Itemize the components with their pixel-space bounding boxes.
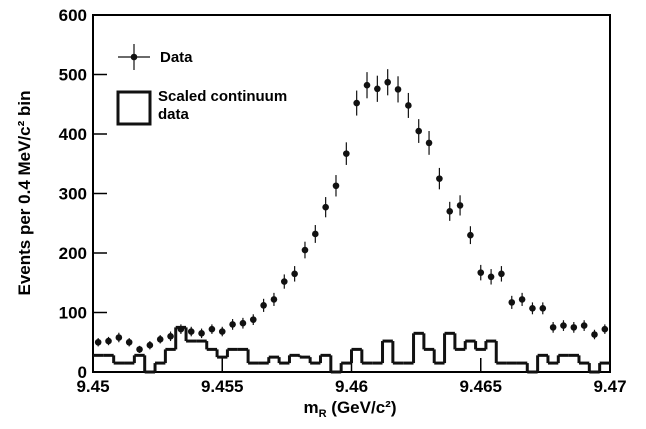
data-point [332,182,340,190]
x-tick-label: 9.45 [76,377,109,396]
data-point [218,328,226,335]
data-point [425,139,433,147]
data-point [353,99,360,107]
legend-label: Scaled continuum data [158,88,288,123]
data-point [549,324,557,331]
data-point [467,231,474,239]
data-point [312,230,319,238]
data-point [208,325,216,333]
data-point [539,305,547,312]
data-point [187,328,195,335]
x-tick-label: 9.455 [201,377,244,396]
y-tick-label: 600 [59,6,87,25]
y-tick-label: 200 [59,244,87,263]
x-tick-label: 9.47 [593,377,626,396]
data-point [156,335,164,343]
data-point [580,322,588,329]
y-tick-label: 100 [59,304,87,323]
x-tick-label: 9.46 [335,377,368,396]
data-point [477,269,485,276]
data-point [446,208,454,215]
y-axis-label: Events per 0.4 MeV/c² bin [15,90,34,295]
data-point [487,273,495,281]
data-point [105,337,112,345]
legend-marker [130,53,138,61]
data-point [249,316,257,323]
legend-label-box: Scaled continuum data [158,88,288,123]
data-point [146,341,154,349]
data-point [518,296,526,303]
data-point [456,202,464,209]
y-tick-label: 300 [59,185,87,204]
data-point [415,127,423,135]
data-point [301,246,309,254]
data-point [384,78,391,86]
y-tick-label: 500 [59,66,87,85]
plot-frame [92,14,611,373]
data-point [343,150,350,157]
data-point [394,86,402,93]
x-tick-label: 9.465 [459,377,502,396]
x-axis-label: mR (GeV/c²) [304,398,397,420]
data-point [405,102,412,109]
data-point [570,324,578,331]
data-point [374,85,381,93]
data-point [560,322,567,329]
x-label-part: (GeV/c²) [327,398,397,417]
data-point [508,299,516,306]
data-point [529,305,536,312]
data-point [94,338,102,346]
data-point [591,331,598,338]
data-point [291,270,298,278]
data-point [436,175,443,182]
legend: Data Scaled continuum data [116,44,288,126]
data-point [260,302,267,309]
data-point [280,278,288,285]
data-point [601,325,609,333]
data-point [198,330,205,337]
data-point [498,270,505,278]
data-point [167,333,174,340]
x-label-part: m [304,398,319,417]
data-point [239,319,247,327]
data-point [270,296,278,303]
y-tick-label: 400 [59,125,87,144]
data-point [229,321,236,328]
data-point [136,346,143,353]
y-tick-label: 0 [78,363,87,382]
data-point [322,203,329,211]
x-label-sub: R [319,408,327,420]
data-point [363,81,371,89]
data-point [125,338,133,346]
data-point [115,334,123,341]
legend-marker [116,90,152,126]
legend-label: Data [160,49,193,66]
